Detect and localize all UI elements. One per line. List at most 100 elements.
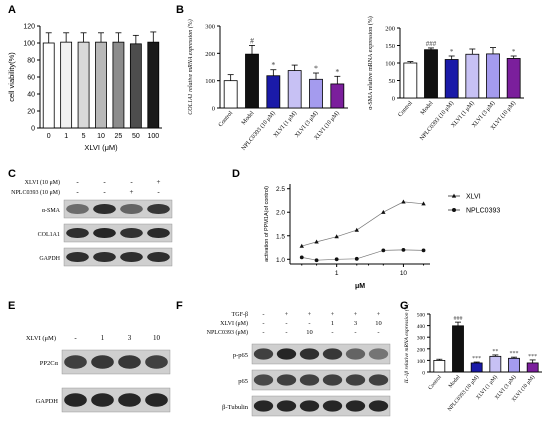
y-tick-label: 200 [385, 26, 395, 33]
blot-e: XLVI (μM) - 1 3 10 PP2Cα GAPDH [26, 334, 171, 413]
bar [287, 70, 302, 109]
bar [147, 41, 160, 129]
condition-sign: - [285, 329, 287, 336]
blot-strip [63, 199, 173, 219]
blot-band [368, 348, 389, 360]
blot-band [145, 393, 168, 407]
data-point [334, 257, 339, 262]
y-tick-label: 50 [389, 78, 396, 85]
condition-sign: 10 [153, 334, 161, 342]
condition-sign: + [354, 311, 358, 318]
significance-mark: ### [454, 316, 463, 322]
significance-mark: * [271, 61, 275, 70]
condition-sign: + [285, 311, 289, 318]
condition-label: XLVI (μM) [220, 320, 248, 327]
condition-sign: - [103, 188, 106, 196]
bar [95, 41, 107, 129]
significance-mark: # [250, 36, 254, 45]
data-point [381, 209, 386, 214]
blot-strip [63, 247, 173, 267]
blot-c: XLVI (10 μM) - - - + NPLC0393 (10 μM) - - + - α-SM… [11, 178, 173, 267]
blot-band [299, 400, 320, 412]
bar [508, 357, 520, 373]
blot-band [120, 203, 143, 215]
blot-band [253, 348, 274, 360]
bar [486, 53, 500, 99]
condition-sign: 10 [375, 320, 382, 327]
x-tick-label: Control [427, 374, 443, 391]
bar [129, 43, 142, 129]
y-tick-label: 1.5 [276, 233, 285, 240]
y-tick-label: 100 [205, 78, 215, 85]
band-label: α-SMA [42, 208, 61, 214]
blot-band [299, 348, 320, 360]
condition-sign: - [130, 178, 133, 186]
y-tick-label: 200 [417, 347, 426, 353]
blot-band [64, 393, 87, 407]
legend-label: NPLC0393 [466, 208, 500, 215]
data-point [299, 243, 304, 248]
data-point [401, 247, 406, 252]
bar [444, 59, 459, 99]
blot-band [145, 355, 168, 369]
y-tick-label: 100 [385, 61, 395, 68]
data-point [314, 239, 319, 244]
y-tick-label: 300 [417, 336, 426, 342]
x-tick-label: 0 [47, 133, 51, 140]
y-tick-label: 0 [392, 96, 395, 103]
blot-band [253, 400, 274, 412]
condition-label: NPLC0393 (μM) [207, 329, 248, 336]
condition-sign: - [262, 329, 264, 336]
condition-sign: 3 [128, 334, 132, 342]
panel-label-c: C [8, 168, 16, 180]
chart-d: 1.0 1.5 2.0 2.5 1 10 μM activation of PPM1A(of … [264, 184, 500, 290]
data-point [354, 256, 359, 261]
blot-band [276, 374, 297, 386]
y-tick-label: 80 [27, 58, 35, 65]
x-tick-label: NPLC0393 (10 μM) [446, 374, 480, 413]
fit-curve [301, 201, 424, 247]
bar [223, 80, 238, 109]
condition-sign: - [377, 329, 379, 336]
significance-mark: *** [472, 356, 481, 362]
condition-sign: - [262, 311, 264, 318]
blot-strip [63, 223, 173, 243]
blot-band [93, 251, 116, 263]
condition-sign: 3 [354, 320, 357, 327]
x-tick-label: Model [448, 374, 462, 389]
y-tick-label: 20 [27, 109, 35, 116]
panel-label-e: E [8, 300, 16, 312]
y-tick-label: 40 [27, 92, 35, 99]
y-tick-label: 150 [385, 43, 395, 50]
data-point [354, 227, 359, 232]
y-axis-label: α-SMA relative mRNA expression (%) [367, 16, 374, 109]
x-tick-label: 10 [97, 133, 105, 140]
band-label: p-p65 [233, 352, 248, 359]
blot-band [276, 400, 297, 412]
panel-label-b: B [176, 4, 184, 16]
y-tick-label: 300 [205, 24, 215, 31]
blot-band [147, 227, 170, 239]
blot-band [64, 355, 87, 369]
x-tick-label: Control [397, 100, 414, 118]
data-point [401, 199, 406, 204]
band-label: p65 [238, 378, 248, 385]
x-tick-label: 100 [147, 133, 159, 140]
y-tick-label: 100 [417, 359, 426, 365]
x-tick-label: 25 [115, 133, 123, 140]
y-axis-label: COL1A1 relative mRNA expression (%) [187, 19, 194, 114]
bar [403, 62, 418, 99]
bar [266, 75, 281, 109]
data-point [381, 248, 386, 253]
significance-mark: ** [492, 349, 498, 355]
blot-f: TGF-β - + + + + + XLVI (μM) - - - 1 3 10 NPLC0393 (μM)… [207, 311, 391, 417]
blot-band [66, 251, 89, 263]
blot-band [322, 348, 343, 360]
blot-band [299, 374, 320, 386]
condition-sign: + [331, 311, 335, 318]
significance-mark: * [512, 48, 516, 56]
y-tick-label: 0 [212, 106, 215, 113]
y-tick-label: 100 [23, 41, 35, 48]
bar [452, 325, 464, 373]
band-label: GAPDH [36, 398, 59, 405]
